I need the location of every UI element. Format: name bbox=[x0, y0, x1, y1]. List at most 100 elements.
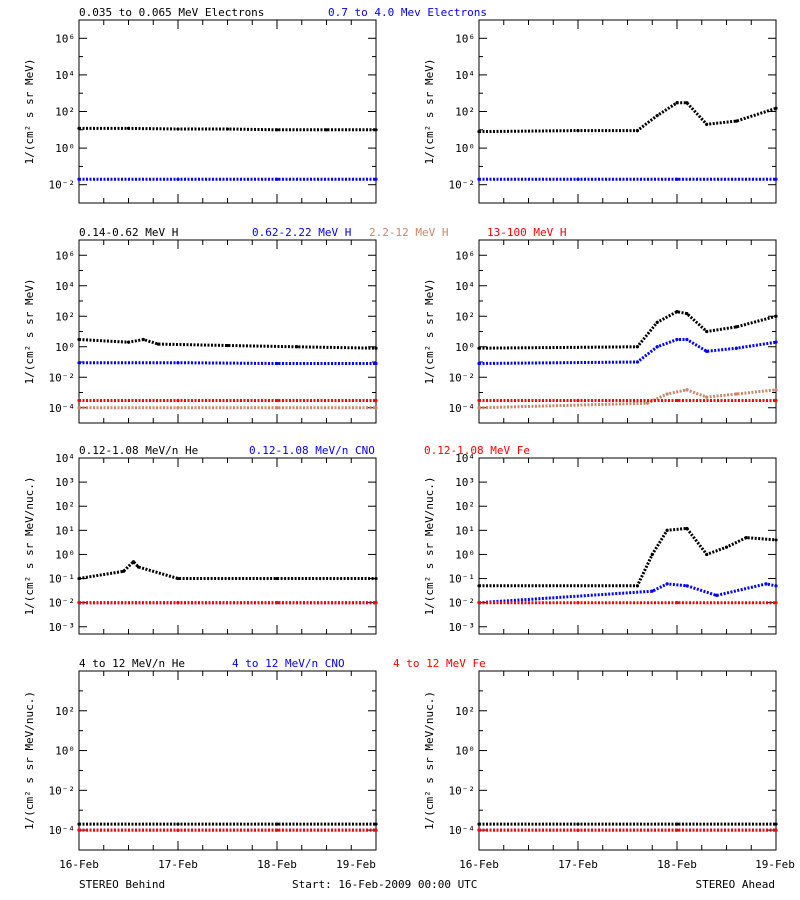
series-0-point bbox=[685, 526, 689, 531]
y-tick-label: 10⁻³ bbox=[449, 621, 476, 634]
series-0-point bbox=[774, 314, 778, 318]
y-tick-label: 10⁴ bbox=[455, 452, 475, 465]
series-2-point bbox=[477, 601, 481, 605]
series-0-point bbox=[635, 345, 640, 349]
y-axis-label: 1/(cm² s sr MeV) bbox=[423, 279, 436, 385]
series-label-2-2: 0.12-1.08 MeV Fe bbox=[424, 444, 530, 457]
y-tick-label: 10¹ bbox=[55, 524, 75, 537]
x-tick-label-18-feb-right: 18-Feb bbox=[657, 858, 697, 871]
y-tick-label: 10⁻² bbox=[449, 784, 476, 797]
series-0-point bbox=[126, 340, 131, 344]
series-2-point bbox=[685, 388, 689, 392]
y-tick-label: 10⁰ bbox=[55, 745, 75, 758]
series-label-3-0: 4 to 12 MeV/n He bbox=[79, 657, 185, 670]
series-0-point bbox=[635, 129, 640, 133]
series-0-point bbox=[675, 310, 679, 314]
series-1-point bbox=[665, 582, 669, 586]
y-tick-label: 10⁻² bbox=[449, 597, 476, 610]
y-tick-label: 10⁻⁴ bbox=[49, 402, 76, 415]
y-tick-label: 10⁴ bbox=[55, 452, 75, 465]
series-label-3-2: 4 to 12 MeV Fe bbox=[393, 657, 486, 670]
series-0-point bbox=[774, 538, 778, 542]
series-1-point bbox=[675, 177, 679, 181]
x-tick-label-16-feb-right: 16-Feb bbox=[459, 858, 499, 871]
series-0-point bbox=[774, 106, 778, 110]
y-tick-label: 10⁻² bbox=[449, 179, 476, 192]
series-1-point bbox=[176, 177, 180, 181]
y-axis-label: 1/(cm² s sr MeV/nuc.) bbox=[423, 476, 436, 615]
y-tick-label: 10⁻³ bbox=[49, 621, 76, 634]
series-2-point bbox=[77, 601, 81, 605]
plot-frame bbox=[78, 239, 377, 424]
series-1-point bbox=[477, 361, 481, 366]
series-0-point bbox=[225, 343, 230, 348]
series-2-point bbox=[665, 392, 669, 396]
y-tick-label: 10⁰ bbox=[455, 142, 475, 155]
series-3-point bbox=[774, 398, 778, 403]
y-tick-label: 10⁻² bbox=[449, 371, 476, 384]
series-0-point bbox=[77, 126, 81, 130]
x-tick-label-17-feb-left: 17-Feb bbox=[158, 858, 198, 871]
y-tick-label: 10⁻² bbox=[49, 371, 76, 384]
y-tick-label: 10² bbox=[55, 500, 75, 513]
series-1-point bbox=[734, 346, 739, 350]
series-3-point bbox=[576, 398, 580, 403]
series-label-0-1: 0.7 to 4.0 Mev Electrons bbox=[328, 6, 487, 19]
series-1-point bbox=[635, 360, 640, 364]
x-tick-label-19-feb-left: 19-Feb bbox=[336, 858, 376, 871]
series-2-point bbox=[645, 401, 649, 405]
panel-1-ahead: 10⁻⁴ 10⁻² 10⁰ 10² 10⁴ 10⁶ 1/(cm² s sr MeV) bbox=[423, 239, 778, 424]
series-1-point bbox=[275, 177, 279, 181]
series-0-point bbox=[77, 576, 81, 581]
series-3-point bbox=[176, 398, 180, 403]
y-axis-label: 1/(cm² s sr MeV) bbox=[423, 59, 436, 165]
y-tick-label: 10⁴ bbox=[455, 280, 475, 293]
y-tick-label: 10⁰ bbox=[55, 142, 75, 155]
series-1-point bbox=[764, 582, 768, 586]
y-axis-label: 1/(cm² s sr MeV/nuc.) bbox=[423, 691, 436, 830]
series-2-point bbox=[705, 395, 709, 399]
y-axis-label: 1/(cm² s sr MeV) bbox=[23, 59, 36, 165]
series-1-line bbox=[79, 361, 376, 365]
y-tick-label: 10³ bbox=[455, 476, 475, 489]
series-0-point bbox=[275, 576, 279, 581]
series-1-point bbox=[685, 584, 689, 588]
series-1-point bbox=[650, 589, 654, 593]
series-0-point bbox=[655, 320, 659, 324]
series-0-point bbox=[724, 545, 729, 549]
series-1-line bbox=[478, 338, 777, 365]
series-1-point bbox=[176, 361, 180, 365]
y-tick-label: 10² bbox=[455, 106, 475, 119]
series-1-point bbox=[705, 349, 709, 353]
series-0-point bbox=[374, 822, 378, 826]
series-2-point bbox=[774, 828, 778, 832]
series-0-point bbox=[121, 569, 126, 573]
series-2-point bbox=[275, 406, 279, 410]
series-2-point bbox=[576, 828, 580, 832]
series-1-point bbox=[675, 337, 679, 342]
series-2-point bbox=[734, 392, 739, 396]
series-2-point bbox=[374, 828, 378, 832]
y-tick-label: 10² bbox=[55, 705, 75, 718]
series-0-point bbox=[131, 560, 136, 564]
footer-stereo-behind: STEREO Behind bbox=[79, 878, 165, 891]
series-1-point bbox=[374, 361, 378, 366]
footer: STEREO Behind Start: 16-Feb-2009 00:00 U… bbox=[79, 878, 775, 891]
y-tick-label: 10⁰ bbox=[455, 745, 475, 758]
series-0-point bbox=[477, 129, 481, 134]
series-0-point bbox=[374, 346, 378, 350]
series-label-3-1: 4 to 12 MeV/n CNO bbox=[232, 657, 345, 670]
panel-3-behind: 10⁻⁴ 10⁻² 10⁰ 10² 1/(cm² s sr MeV/nuc.) bbox=[23, 670, 378, 851]
series-0-point bbox=[705, 329, 709, 334]
series-2-point bbox=[374, 406, 378, 410]
x-tick-label-19-feb-right: 19-Feb bbox=[755, 858, 795, 871]
series-0-line bbox=[479, 526, 777, 588]
y-tick-label: 10⁶ bbox=[55, 249, 75, 262]
y-tick-label: 10² bbox=[55, 310, 75, 323]
series-1-point bbox=[576, 177, 580, 181]
panel-1-behind: 10⁻⁴ 10⁻² 10⁰ 10² 10⁴ 10⁶ 1/(cm² s sr MeV) bbox=[23, 239, 378, 424]
series-0-point bbox=[156, 342, 160, 346]
y-tick-label: 10⁻⁴ bbox=[49, 824, 76, 837]
series-label-1-0: 0.14-0.62 MeV H bbox=[79, 226, 178, 239]
series-0-point bbox=[126, 126, 131, 130]
